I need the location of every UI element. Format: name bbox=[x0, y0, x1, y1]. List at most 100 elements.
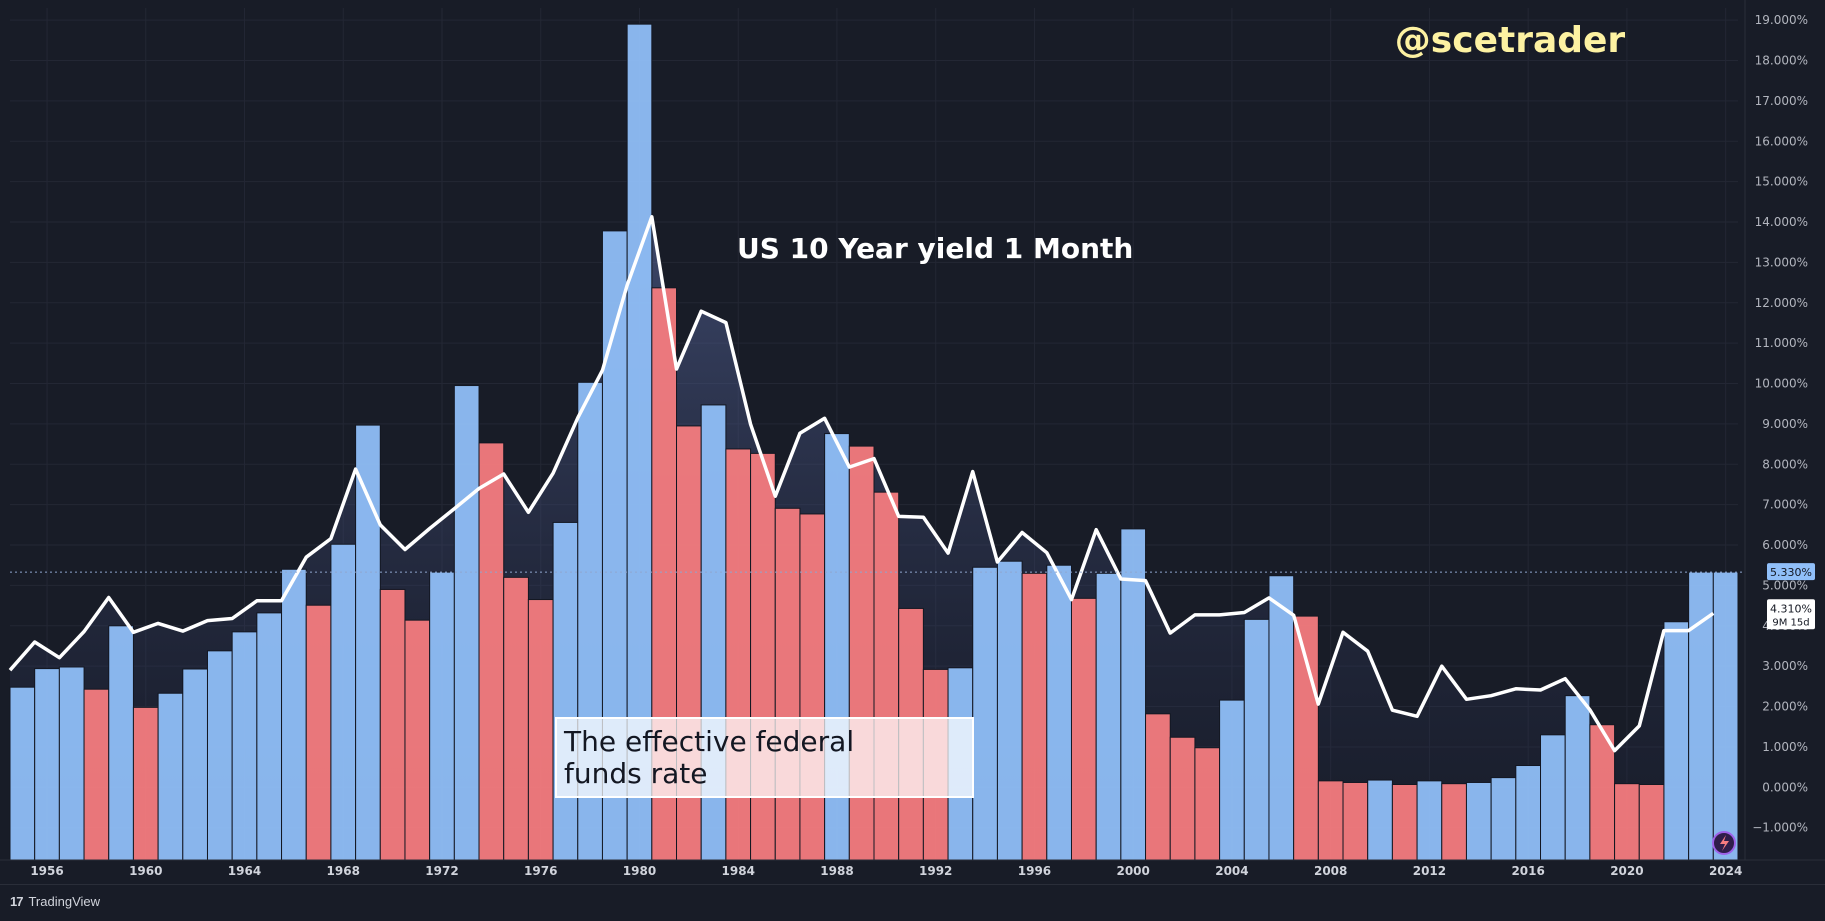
bar-1997[interactable] bbox=[1046, 564, 1072, 861]
x-tick-label: 1996 bbox=[1018, 864, 1051, 878]
y-tick-label: 7.000% bbox=[1762, 498, 1808, 512]
bar-1967[interactable] bbox=[305, 604, 332, 861]
bar-1970[interactable] bbox=[379, 588, 406, 861]
bar-1960[interactable] bbox=[132, 706, 159, 861]
tradingview-brand-name: TradingView bbox=[28, 894, 101, 909]
footer-bar: 17 TradingView bbox=[0, 884, 1825, 921]
bar-1976[interactable] bbox=[527, 599, 554, 861]
bar-1977[interactable] bbox=[552, 521, 579, 861]
bar-1972[interactable] bbox=[429, 571, 455, 861]
bar-1965[interactable] bbox=[256, 612, 283, 861]
y-tick-label: 17.000% bbox=[1755, 94, 1808, 108]
chart-canvas[interactable]: −1.000%0.000%1.000%2.000%3.000%4.000%5.0… bbox=[0, 0, 1825, 884]
bar-series-label-line-2: funds rate bbox=[564, 757, 708, 790]
bar-2019[interactable] bbox=[1589, 724, 1616, 861]
y-tick-label: 11.000% bbox=[1755, 336, 1808, 350]
bar-1990[interactable] bbox=[873, 491, 900, 861]
x-tick-label: 1984 bbox=[722, 864, 755, 878]
price-tag-line-last-countdown: 9M 15d bbox=[1772, 617, 1809, 628]
bar-2020[interactable] bbox=[1614, 783, 1640, 861]
bar-series-label-box bbox=[555, 717, 974, 798]
bar-1956[interactable] bbox=[34, 668, 60, 861]
bar-1971[interactable] bbox=[404, 619, 431, 861]
y-axis[interactable]: −1.000%0.000%1.000%2.000%3.000%4.000%5.0… bbox=[1752, 13, 1808, 835]
bar-1984[interactable] bbox=[725, 448, 752, 861]
bar-2002[interactable] bbox=[1169, 736, 1196, 861]
bar-1998[interactable] bbox=[1070, 597, 1097, 861]
bar-1955[interactable] bbox=[9, 686, 36, 861]
y-tick-label: 14.000% bbox=[1755, 215, 1808, 229]
x-tick-label: 1988 bbox=[820, 864, 853, 878]
bar-1987[interactable] bbox=[799, 513, 826, 861]
bar-series-label-line-1: The effective federal bbox=[563, 725, 854, 758]
bar-1962[interactable] bbox=[182, 668, 208, 861]
bar-1966[interactable] bbox=[281, 568, 307, 861]
bar-2006[interactable] bbox=[1268, 575, 1295, 861]
bar-1985[interactable] bbox=[750, 452, 776, 861]
bar-1986[interactable] bbox=[774, 507, 801, 861]
bar-2005[interactable] bbox=[1243, 618, 1270, 861]
bar-1995[interactable] bbox=[996, 560, 1023, 861]
bar-2021[interactable] bbox=[1638, 783, 1665, 861]
price-tag-bar-last: 5.330% bbox=[1767, 563, 1815, 581]
y-tick-label: 18.000% bbox=[1755, 53, 1808, 67]
bar-1964[interactable] bbox=[231, 631, 258, 861]
bar-1963[interactable] bbox=[206, 650, 233, 861]
bar-2008[interactable] bbox=[1317, 780, 1344, 861]
y-tick-label: 8.000% bbox=[1762, 457, 1808, 471]
x-tick-label: 1956 bbox=[30, 864, 63, 878]
bar-2004[interactable] bbox=[1219, 699, 1245, 861]
bar-2016[interactable] bbox=[1515, 765, 1542, 861]
price-tag-bar-last-label: 5.330% bbox=[1770, 566, 1812, 579]
bar-1999[interactable] bbox=[1095, 572, 1122, 861]
price-tags: 5.330% 4.310% 9M 15d bbox=[1767, 563, 1815, 630]
bar-1974[interactable] bbox=[478, 442, 505, 861]
x-tick-label: 2012 bbox=[1413, 864, 1446, 878]
y-tick-label: 5.000% bbox=[1762, 578, 1808, 592]
bar-1994[interactable] bbox=[972, 566, 998, 861]
tradingview-brand[interactable]: 17 TradingView bbox=[10, 894, 100, 909]
bar-1973[interactable] bbox=[453, 385, 480, 861]
x-tick-label: 2008 bbox=[1314, 864, 1347, 878]
bar-1969[interactable] bbox=[355, 424, 381, 861]
y-tick-label: 3.000% bbox=[1762, 659, 1808, 673]
bar-2015[interactable] bbox=[1490, 777, 1517, 861]
y-tick-label: 10.000% bbox=[1755, 377, 1808, 391]
bar-2009[interactable] bbox=[1342, 781, 1369, 861]
y-tick-label: 2.000% bbox=[1762, 700, 1808, 714]
x-tick-label: 1980 bbox=[623, 864, 656, 878]
bar-2012[interactable] bbox=[1416, 780, 1443, 861]
bar-2024[interactable] bbox=[1712, 571, 1739, 861]
price-tag-line-last: 4.310% 9M 15d bbox=[1767, 599, 1815, 630]
bar-1975[interactable] bbox=[503, 576, 529, 861]
bar-2011[interactable] bbox=[1391, 783, 1418, 861]
bar-1968[interactable] bbox=[330, 543, 357, 861]
replay-icon[interactable] bbox=[1712, 831, 1736, 855]
x-tick-label: 1972 bbox=[425, 864, 458, 878]
bar-1961[interactable] bbox=[157, 692, 184, 861]
bar-1957[interactable] bbox=[58, 666, 85, 861]
x-tick-label: 1968 bbox=[327, 864, 360, 878]
bar-2007[interactable] bbox=[1293, 615, 1319, 861]
x-tick-label: 2024 bbox=[1709, 864, 1742, 878]
y-tick-label: 12.000% bbox=[1755, 296, 1808, 310]
bar-2018[interactable] bbox=[1564, 695, 1591, 861]
x-axis[interactable]: 1956 1960 1964 1968 1972 1976 1980 1984 1988 1992… bbox=[30, 864, 1742, 878]
bar-1959[interactable] bbox=[108, 625, 134, 861]
x-tick-label: 2020 bbox=[1610, 864, 1643, 878]
yield-line[interactable] bbox=[8, 215, 1715, 753]
bar-2014[interactable] bbox=[1465, 781, 1492, 861]
x-tick-label: 2000 bbox=[1116, 864, 1149, 878]
bar-1958[interactable] bbox=[83, 688, 110, 861]
line-series-label: US 10 Year yield 1 Month bbox=[737, 232, 1133, 265]
x-tick-label: 2016 bbox=[1511, 864, 1544, 878]
bar-2017[interactable] bbox=[1540, 734, 1566, 861]
y-tick-label: 0.000% bbox=[1762, 780, 1808, 794]
bar-2013[interactable] bbox=[1441, 783, 1467, 861]
bar-2022[interactable] bbox=[1663, 621, 1690, 861]
x-tick-label: 1992 bbox=[919, 864, 952, 878]
bar-2003[interactable] bbox=[1194, 747, 1221, 861]
bar-1996[interactable] bbox=[1021, 572, 1048, 861]
bar-2001[interactable] bbox=[1145, 713, 1171, 861]
bar-2010[interactable] bbox=[1367, 779, 1393, 861]
